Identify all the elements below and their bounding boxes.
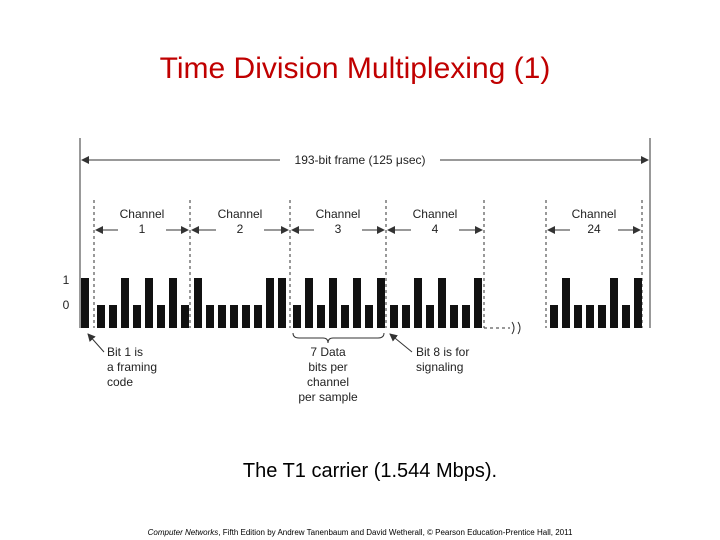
annotation: per sample (298, 390, 358, 404)
annotation: code (107, 375, 133, 389)
bit-bar (97, 305, 105, 328)
bit-bar (341, 305, 349, 328)
bit-bar (377, 278, 385, 328)
annotation: Bit 1 is (107, 345, 143, 359)
bit-bar (121, 278, 129, 328)
bit-bar (402, 305, 410, 328)
bit-bar (622, 305, 630, 328)
bit-bar (634, 278, 642, 328)
annotation: signaling (416, 360, 463, 374)
frame-label: 193-bit frame (125 μsec) (295, 153, 426, 167)
bit-bar (586, 305, 594, 328)
pointer (87, 333, 105, 353)
bit-bar (426, 305, 434, 328)
footer-book: Computer Networks (148, 528, 219, 537)
bit-bar (414, 278, 422, 328)
bit-bar (329, 278, 337, 328)
bit-bar (194, 278, 202, 328)
bit-bar (610, 278, 618, 328)
bit-bar (81, 278, 89, 328)
channel-number: 2 (237, 222, 244, 236)
channel-number: 3 (335, 222, 342, 236)
bit-bar (230, 305, 238, 328)
bit-bar (474, 278, 482, 328)
annotation: Bit 8 is for (416, 345, 469, 359)
title: Time Division Multiplexing (1) (160, 52, 551, 85)
channel-dividers (93, 200, 643, 329)
channel-label: Channel (218, 207, 263, 221)
bit-bar (462, 305, 470, 328)
bit-bar (133, 305, 141, 328)
bit-bar (562, 278, 570, 328)
bit-bar (109, 305, 117, 328)
channel-number: 24 (587, 222, 601, 236)
annotation: a framing (107, 360, 157, 374)
bit-bar (574, 305, 582, 328)
level-label: 1 (63, 273, 70, 287)
bits (81, 278, 642, 328)
channel-label: Channel (120, 207, 165, 221)
bit-bar (278, 278, 286, 328)
annotation: channel (307, 375, 349, 389)
annotation: 7 Data (310, 345, 346, 359)
bit-bar (317, 305, 325, 328)
channel-label: Channel (316, 207, 361, 221)
bit-bar (145, 278, 153, 328)
channel-number: 1 (139, 222, 146, 236)
bit-bar (254, 305, 262, 328)
bit-bar (390, 305, 398, 328)
bit-bar (438, 278, 446, 328)
bit-bar (181, 305, 189, 328)
footer-rest: , Fifth Edition by Andrew Tanenbaum and … (218, 528, 573, 537)
bit-bar (450, 305, 458, 328)
bit-bar (206, 305, 214, 328)
bit-bar (218, 305, 226, 328)
bit-bar (157, 305, 165, 328)
annotation: bits per (308, 360, 347, 374)
level-label: 0 (63, 298, 70, 312)
caption: The T1 carrier (1.544 Mbps). (243, 460, 497, 482)
bit-bar (353, 278, 361, 328)
break-mark (511, 321, 521, 335)
bit-bar (550, 305, 558, 328)
bit-bar (305, 278, 313, 328)
bit-bar (598, 305, 606, 328)
bit-bar (266, 278, 274, 328)
pointer (389, 333, 413, 353)
bit-bar (293, 305, 301, 328)
footer: Computer Networks, Fifth Edition by Andr… (148, 528, 573, 537)
channel-label: Channel (413, 207, 458, 221)
bit-bar (365, 305, 373, 328)
bit-bar (242, 305, 250, 328)
channel-number: 4 (432, 222, 439, 236)
bit-bar (169, 278, 177, 328)
channel-label: Channel (572, 207, 617, 221)
bracket (292, 332, 385, 344)
